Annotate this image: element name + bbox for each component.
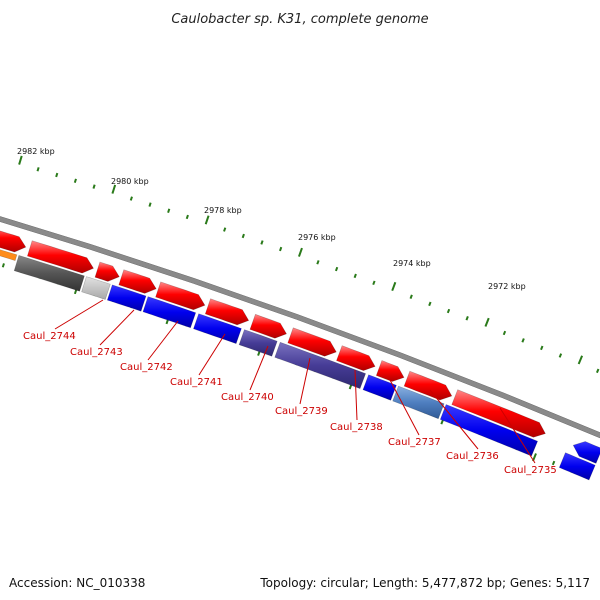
leader-line	[354, 369, 358, 421]
leader-line	[389, 379, 420, 436]
leader-line	[249, 345, 269, 391]
gene-label[interactable]: Caul_2742	[120, 362, 173, 373]
tick-mark	[223, 227, 227, 232]
gene-tracks	[0, 230, 600, 481]
tick-mark	[521, 338, 525, 343]
gene-arrow	[238, 329, 278, 357]
tick-label: 2976 kbp	[298, 233, 336, 242]
tick-label: 2980 kbp	[111, 177, 149, 186]
gene-arrow	[94, 261, 120, 282]
gene-arrow	[274, 341, 366, 389]
gene-label[interactable]: Caul_2740	[221, 392, 274, 403]
gene-label[interactable]: Caul_2738	[330, 422, 383, 433]
gene-arrow	[0, 249, 18, 261]
tick-mark	[18, 155, 23, 165]
gene-arrow	[451, 389, 546, 438]
tick-mark	[484, 317, 490, 327]
gene-arrow	[403, 370, 453, 401]
backbone-line	[0, 216, 600, 439]
tick-label: 2972 kbp	[488, 282, 526, 291]
gene-arrow	[558, 452, 596, 481]
genome-backbone	[0, 216, 600, 439]
tick-mark	[148, 202, 152, 207]
leader-line	[198, 333, 226, 376]
gene-label-leader-lines	[54, 299, 536, 464]
tick-mark	[540, 345, 544, 351]
tick-mark	[428, 301, 432, 307]
gene-label[interactable]: Caul_2743	[70, 347, 123, 358]
map-title: Caulobacter sp. K31, complete genome	[171, 12, 428, 27]
gene-arrow	[106, 284, 147, 312]
tick-mark	[92, 184, 96, 189]
gene-arrow	[27, 240, 94, 274]
leader-line	[299, 357, 311, 405]
tick-mark	[409, 294, 413, 299]
tick-mark	[204, 215, 210, 225]
gene-label[interactable]: Caul_2739	[275, 406, 328, 417]
tick-mark	[577, 355, 584, 365]
tick-mark	[111, 184, 117, 194]
leader-line	[99, 309, 135, 346]
gene-labels: Caul_2744 Caul_2743 Caul_2742 Caul_2741 …	[23, 331, 557, 476]
topology-text: Topology: circular; Length: 5,477,872 bp…	[259, 576, 590, 590]
tick-mark	[391, 281, 397, 292]
gene-arrow	[249, 313, 287, 339]
tick-mark	[334, 266, 339, 272]
tick-mark	[260, 240, 264, 245]
tick-mark	[167, 208, 171, 213]
gene-arrow	[155, 281, 206, 311]
tick-mark	[129, 196, 133, 201]
gene-arrow	[362, 374, 397, 401]
gene-label[interactable]: Caul_2735	[504, 465, 557, 476]
tick-mark	[353, 273, 357, 279]
gene-arrow	[142, 296, 197, 329]
gene-arrow	[193, 313, 242, 344]
tick-mark	[465, 316, 469, 321]
tick-mark	[1, 263, 5, 268]
gene-arrow	[287, 327, 337, 357]
tick-mark	[36, 167, 40, 172]
tick-mark	[279, 246, 283, 252]
tick-mark	[55, 172, 59, 178]
tick-mark	[558, 353, 563, 358]
leader-line	[499, 407, 536, 464]
gene-arrow	[375, 360, 405, 382]
gene-arrow	[336, 345, 376, 371]
tick-mark	[316, 260, 320, 265]
tick-mark	[502, 330, 507, 336]
leader-line	[429, 389, 479, 450]
gene-label[interactable]: Caul_2741	[170, 377, 223, 388]
leader-line	[147, 320, 179, 361]
tick-label: 2982 kbp	[17, 147, 55, 156]
gene-arrow	[118, 269, 157, 294]
tick-label: 2978 kbp	[204, 206, 242, 215]
gene-label[interactable]: Caul_2744	[23, 331, 76, 342]
gene-arrow	[572, 441, 600, 464]
tick-mark	[73, 178, 77, 183]
tick-mark	[446, 308, 451, 314]
tick-mark	[372, 280, 376, 286]
gene-arrow	[13, 255, 85, 292]
tick-label: 2974 kbp	[393, 259, 431, 268]
tick-labels: 2982 kbp 2980 kbp 2978 kbp 2976 kbp 2974…	[17, 147, 526, 291]
tick-mark	[551, 460, 556, 466]
gene-label[interactable]: Caul_2737	[388, 437, 441, 448]
gene-arrow	[0, 230, 27, 253]
gene-arrow	[81, 276, 111, 300]
tick-mark	[241, 233, 245, 239]
tick-mark	[185, 214, 189, 220]
accession-text: Accession: NC_010338	[9, 576, 145, 590]
tick-mark	[596, 368, 600, 374]
leader-line	[54, 299, 104, 330]
gene-label[interactable]: Caul_2736	[446, 451, 499, 462]
tick-mark	[298, 247, 303, 257]
gene-arrow	[204, 298, 250, 326]
